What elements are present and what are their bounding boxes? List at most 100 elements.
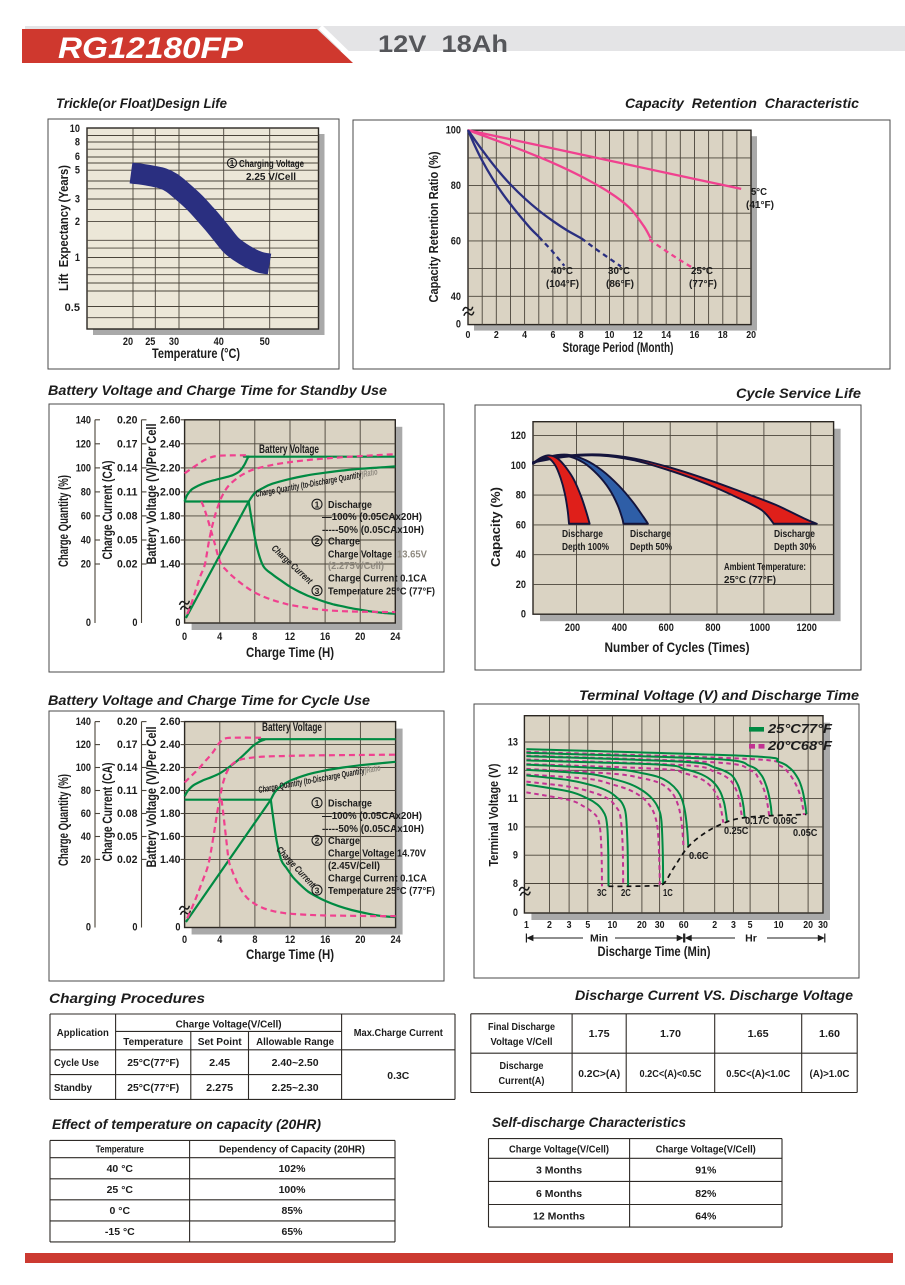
svg-text:Trickle(or Float)Design Life: Trickle(or Float)Design Life [56, 95, 227, 111]
svg-text:600: 600 [659, 622, 674, 634]
svg-text:Battery Voltage (V)/Per Cell: Battery Voltage (V)/Per Cell [144, 727, 159, 868]
svg-text:1: 1 [230, 158, 235, 168]
svg-text:2.20: 2.20 [160, 762, 181, 774]
svg-text:60: 60 [81, 510, 91, 522]
svg-text:10: 10 [605, 329, 615, 341]
svg-text:Discharge Time (Min): Discharge Time (Min) [598, 944, 711, 959]
svg-text:Number of Cycles (Times): Number of Cycles (Times) [605, 640, 750, 655]
svg-text:0.3C: 0.3C [387, 1070, 409, 1082]
svg-text:0.17: 0.17 [117, 739, 138, 751]
svg-text:0: 0 [456, 319, 461, 331]
svg-text:30: 30 [169, 336, 179, 348]
svg-text:Depth 100%: Depth 100% [562, 541, 610, 553]
svg-text:80: 80 [516, 490, 526, 502]
svg-text:16: 16 [690, 329, 700, 341]
svg-text:3: 3 [731, 919, 736, 931]
svg-text:0: 0 [175, 922, 180, 934]
svg-text:1.75: 1.75 [589, 1028, 610, 1040]
svg-text:10: 10 [508, 821, 518, 833]
svg-text:2: 2 [315, 536, 320, 546]
svg-text:140: 140 [76, 716, 91, 728]
svg-text:25 °C: 25 °C [107, 1184, 134, 1196]
svg-text:3: 3 [567, 919, 572, 931]
svg-text:0.02: 0.02 [117, 559, 138, 571]
svg-text:30°C: 30°C [608, 265, 630, 277]
svg-text:Charge Current 0.1CA: Charge Current 0.1CA [328, 574, 428, 585]
svg-text:20: 20 [746, 329, 756, 341]
svg-text:8: 8 [252, 631, 257, 643]
svg-text:13.65V: 13.65V [397, 550, 427, 561]
svg-text:800: 800 [705, 622, 720, 634]
svg-text:3: 3 [75, 194, 80, 206]
svg-text:1.80: 1.80 [160, 808, 181, 820]
svg-text:Allowable Range: Allowable Range [256, 1036, 334, 1048]
svg-text:8: 8 [75, 137, 80, 149]
svg-text:0.09C: 0.09C [773, 815, 798, 827]
svg-text:4: 4 [217, 631, 223, 643]
svg-text:2: 2 [712, 919, 717, 931]
svg-text:0.20: 0.20 [117, 716, 138, 728]
svg-text:0.20: 0.20 [117, 414, 138, 426]
svg-text:12V 18Ah: 12V 18Ah [378, 31, 508, 58]
svg-text:2.60: 2.60 [160, 414, 181, 426]
svg-text:Capacity (%): Capacity (%) [488, 487, 503, 567]
svg-text:(2.275V/Cell): (2.275V/Cell) [328, 561, 384, 572]
svg-text:5: 5 [585, 919, 590, 931]
svg-text:1.80: 1.80 [160, 510, 181, 522]
svg-text:Max.Charge Current: Max.Charge Current [354, 1027, 443, 1039]
svg-text:(2.45V/Cell): (2.45V/Cell) [328, 861, 380, 872]
svg-text:0.6C: 0.6C [689, 850, 709, 862]
svg-text:(104°F): (104°F) [546, 278, 579, 290]
svg-text:10: 10 [70, 123, 80, 135]
svg-text:2.00: 2.00 [160, 785, 181, 797]
svg-text:1000: 1000 [750, 622, 771, 634]
svg-text:Charge: Charge [328, 537, 360, 548]
svg-text:Charging Voltage: Charging Voltage [239, 158, 304, 170]
svg-text:40 °C: 40 °C [107, 1163, 134, 1175]
svg-text:20: 20 [81, 854, 91, 866]
svg-text:2.40~2.50: 2.40~2.50 [272, 1057, 319, 1069]
svg-text:Set Point: Set Point [198, 1036, 242, 1048]
svg-text:Self-discharge Characteristics: Self-discharge Characteristics [492, 1115, 686, 1130]
svg-text:102%: 102% [279, 1163, 307, 1175]
svg-text:24: 24 [391, 934, 402, 946]
svg-text:1C: 1C [663, 887, 673, 899]
svg-text:Charge Time (H): Charge Time (H) [246, 644, 334, 660]
svg-text:40°C: 40°C [551, 265, 573, 277]
svg-text:2.25 V/Cell: 2.25 V/Cell [246, 171, 296, 183]
svg-text:0.05: 0.05 [117, 831, 138, 843]
svg-text:91%: 91% [695, 1165, 717, 1177]
svg-text:12: 12 [285, 934, 295, 946]
svg-text:Discharge: Discharge [500, 1060, 544, 1072]
svg-text:0: 0 [86, 922, 91, 934]
svg-text:1.70: 1.70 [660, 1028, 681, 1040]
svg-text:1200: 1200 [796, 622, 817, 634]
svg-text:40: 40 [516, 549, 526, 561]
svg-text:Temperature 25°C (77°F): Temperature 25°C (77°F) [328, 886, 435, 897]
svg-text:1.60: 1.60 [819, 1028, 840, 1040]
svg-text:13: 13 [508, 737, 518, 749]
svg-text:0.5C<(A)<1.0C: 0.5C<(A)<1.0C [726, 1068, 790, 1080]
svg-text:1: 1 [315, 499, 320, 509]
svg-text:60: 60 [679, 919, 689, 931]
svg-text:(86°F): (86°F) [606, 278, 634, 290]
svg-text:10: 10 [608, 919, 618, 931]
svg-text:Charging Procedures: Charging Procedures [49, 990, 205, 1006]
svg-text:Min: Min [590, 933, 608, 945]
svg-text:Depth 50%: Depth 50% [630, 541, 673, 553]
svg-text:—100% (0.05CAx20H): —100% (0.05CAx20H) [322, 512, 422, 523]
svg-text:25°C: 25°C [691, 265, 713, 277]
svg-text:6: 6 [75, 151, 80, 163]
svg-text:100%: 100% [279, 1184, 307, 1196]
svg-text:Charge Current (CA): Charge Current (CA) [100, 763, 115, 862]
svg-text:1: 1 [315, 798, 320, 808]
svg-text:0: 0 [521, 609, 526, 621]
svg-text:80: 80 [81, 486, 91, 498]
svg-text:9: 9 [513, 850, 518, 862]
svg-text:Discharge: Discharge [774, 528, 815, 540]
svg-text:(A)>1.0C: (A)>1.0C [810, 1068, 850, 1080]
svg-text:20: 20 [123, 336, 133, 348]
svg-text:25°C77°F: 25°C77°F [767, 722, 833, 736]
svg-text:30: 30 [818, 919, 828, 931]
svg-text:120: 120 [511, 430, 526, 442]
